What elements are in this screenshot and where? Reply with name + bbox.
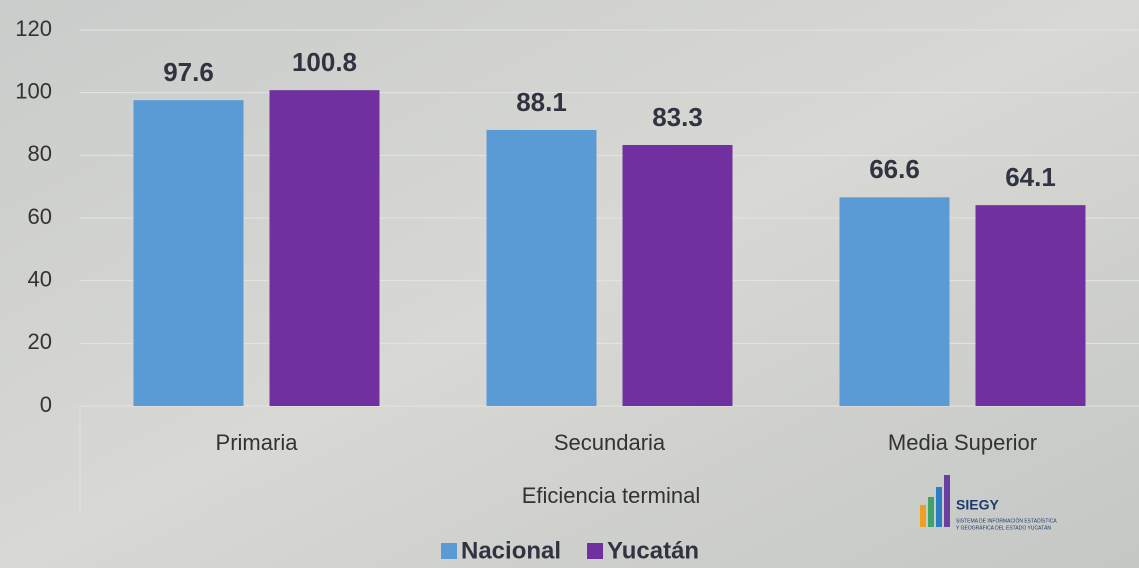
value-label: 83.3 — [652, 102, 703, 132]
legend-swatch — [441, 543, 457, 559]
value-label: 100.8 — [292, 47, 357, 77]
logo-bar — [928, 497, 934, 527]
legend-label: Yucatán — [607, 537, 699, 564]
logo-bar — [936, 487, 942, 527]
value-label: 66.6 — [869, 154, 920, 184]
logo-bar — [920, 505, 926, 527]
y-tick-label: 40 — [28, 266, 52, 291]
bar — [840, 197, 950, 406]
bar — [976, 205, 1086, 406]
logo-title: SIEGY — [956, 497, 999, 513]
bar — [487, 130, 597, 406]
bar — [134, 100, 244, 406]
logo-text: Y GEOGRÁFICA DEL ESTADO YUCATÁN — [956, 524, 1051, 531]
y-tick-label: 80 — [28, 141, 52, 166]
y-tick-label: 120 — [15, 16, 52, 41]
y-tick-label: 20 — [28, 329, 52, 354]
y-tick-label: 60 — [28, 204, 52, 229]
legend-swatch — [587, 543, 603, 559]
x-tick-label: Media Superior — [888, 430, 1037, 455]
value-label: 97.6 — [163, 57, 214, 87]
legend-label: Nacional — [461, 537, 561, 564]
x-axis-label: Eficiencia terminal — [522, 483, 701, 508]
logo-text: SISTEMA DE INFORMACIÓN ESTADÍSTICA — [956, 517, 1057, 524]
x-tick-label: Primaria — [216, 430, 299, 455]
chart: Eficiencia terminal SIEGY SISTEMA DE INF… — [0, 0, 1139, 568]
bar — [623, 145, 733, 406]
y-tick-label: 0 — [40, 392, 52, 417]
value-label: 88.1 — [516, 87, 567, 117]
value-label: 64.1 — [1005, 162, 1056, 192]
x-tick-label: Secundaria — [554, 430, 666, 455]
y-tick-label: 100 — [15, 78, 52, 103]
logo-bar — [944, 475, 950, 527]
bar — [270, 90, 380, 406]
